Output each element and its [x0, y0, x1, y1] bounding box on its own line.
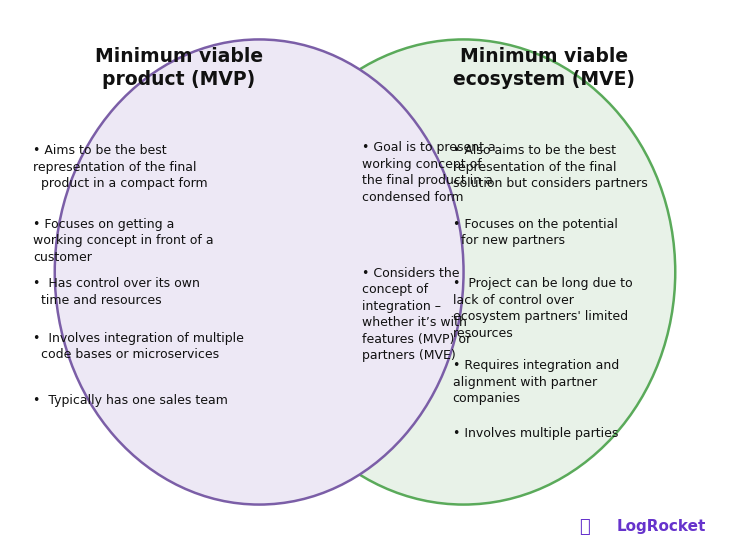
Text: • Considers the
concept of
integration –
whether it’s with
features (MVP) or
par: • Considers the concept of integration –… — [362, 267, 471, 362]
Text: Minimum viable
product (MVP): Minimum viable product (MVP) — [95, 47, 263, 89]
Text: • Goal is to present a
working concept of
the final product in a
condensed form: • Goal is to present a working concept o… — [362, 141, 496, 204]
Text: • Requires integration and
alignment with partner
companies: • Requires integration and alignment wit… — [453, 359, 619, 405]
Text: Minimum viable
ecosystem (MVE): Minimum viable ecosystem (MVE) — [453, 47, 635, 89]
Text: •  Has control over its own
  time and resources: • Has control over its own time and reso… — [33, 277, 200, 307]
Text: 🚀: 🚀 — [579, 517, 589, 536]
Text: • Aims to be the best
representation of the final
  product in a compact form: • Aims to be the best representation of … — [33, 144, 207, 190]
Text: •  Project can be long due to
lack of control over
ecosystem partners' limited
r: • Project can be long due to lack of con… — [453, 277, 632, 340]
Ellipse shape — [252, 40, 675, 505]
Ellipse shape — [55, 40, 464, 505]
Text: • Focuses on getting a
working concept in front of a
customer: • Focuses on getting a working concept i… — [33, 218, 213, 264]
Text: •  Involves integration of multiple
  code bases or microservices: • Involves integration of multiple code … — [33, 332, 244, 361]
Text: LogRocket: LogRocket — [617, 519, 706, 534]
Text: • Also aims to be the best
representation of the final
solution but considers pa: • Also aims to be the best representatio… — [453, 144, 648, 190]
Text: •  Typically has one sales team: • Typically has one sales team — [33, 394, 228, 407]
Text: • Focuses on the potential
  for new partners: • Focuses on the potential for new partn… — [453, 218, 618, 247]
Text: • Involves multiple parties: • Involves multiple parties — [453, 427, 618, 440]
